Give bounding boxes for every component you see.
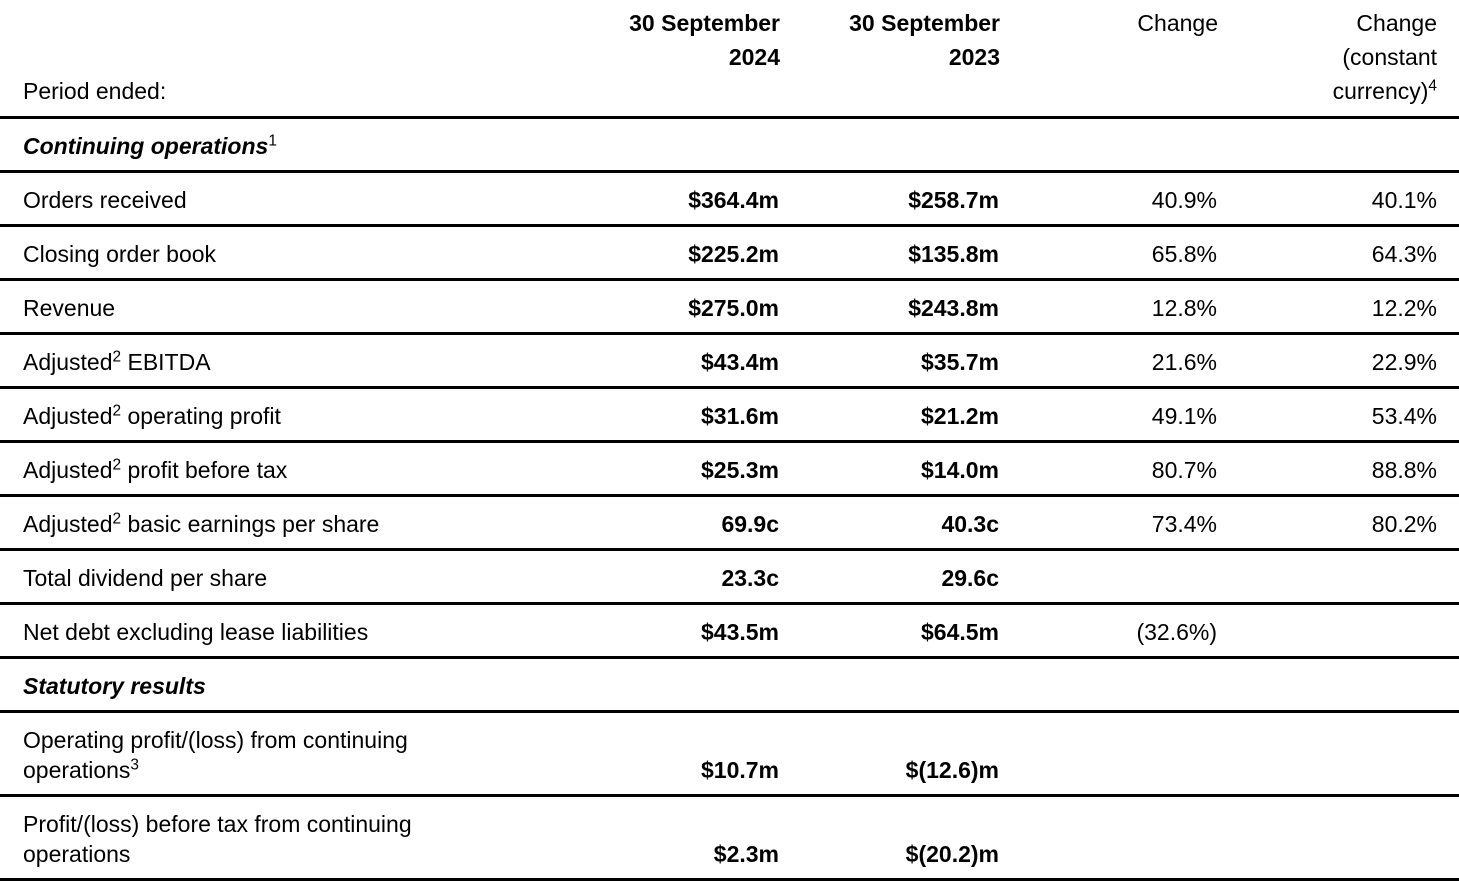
section-row-statutory-results: Statutory results (0, 657, 1459, 713)
change-value: 12.8% (1000, 279, 1218, 335)
row-label: Orders received (0, 171, 560, 227)
footnote-marker: 3 (130, 756, 139, 774)
footnote-marker: 2 (112, 402, 122, 420)
footnote-marker: 4 (1428, 77, 1437, 95)
value-2023: 40.3c (780, 495, 1000, 551)
change-constant-currency-value (1218, 795, 1459, 881)
change-constant-currency-value: 88.8% (1218, 441, 1459, 497)
value-2023: $243.8m (780, 279, 1000, 335)
value-2023: 29.6c (780, 549, 1000, 605)
value-2023: $35.7m (780, 333, 1000, 389)
row-label: Adjusted2 profit before tax (0, 441, 560, 497)
value-2024: $31.6m (560, 387, 780, 443)
table-row-adjusted-operating-profit: Adjusted2 operating profit $31.6m $21.2m… (0, 387, 1459, 443)
row-label: Total dividend per share (0, 549, 560, 605)
change-value: 65.8% (1000, 225, 1218, 281)
change-constant-currency-value: 12.2% (1218, 279, 1459, 335)
column-header-change-label: Change (1137, 10, 1218, 36)
value-2024: $225.2m (560, 225, 780, 281)
change-value (1000, 711, 1218, 797)
table-row-profit-loss-before-tax-continuing: Profit/(loss) before tax from continuing… (0, 795, 1459, 881)
change-constant-currency-value: 22.9% (1218, 333, 1459, 389)
value-2023: $14.0m (780, 441, 1000, 497)
row-label: Revenue (0, 279, 560, 335)
value-2023: $258.7m (780, 171, 1000, 227)
column-header-change-constant-currency: Change (constant currency)4 (1218, 0, 1459, 119)
change-value (1000, 795, 1218, 881)
table-row-orders-received: Orders received $364.4m $258.7m 40.9% 40… (0, 171, 1459, 227)
change-value: 21.6% (1000, 333, 1218, 389)
change-constant-currency-value: 40.1% (1218, 171, 1459, 227)
value-2024: $2.3m (560, 795, 780, 881)
change-constant-currency-value (1218, 711, 1459, 797)
table-row-revenue: Revenue $275.0m $243.8m 12.8% 12.2% (0, 279, 1459, 335)
value-2024: 69.9c (560, 495, 780, 551)
row-label: Profit/(loss) before tax from continuing… (0, 795, 560, 881)
row-label: Adjusted2 basic earnings per share (0, 495, 560, 551)
table-row-adjusted-profit-before-tax: Adjusted2 profit before tax $25.3m $14.0… (0, 441, 1459, 497)
value-2023: $64.5m (780, 603, 1000, 659)
change-value: 49.1% (1000, 387, 1218, 443)
value-2023: $135.8m (780, 225, 1000, 281)
header-row: Period ended: 30 September 2024 30 Septe… (0, 0, 1459, 119)
change-value: 73.4% (1000, 495, 1218, 551)
change-value (1000, 549, 1218, 605)
row-label: Net debt excluding lease liabilities (0, 603, 560, 659)
section-heading: Statutory results (0, 657, 1459, 713)
value-2023: $(20.2)m (780, 795, 1000, 881)
column-header-2023: 30 September 2023 (780, 0, 1000, 119)
row-label: Adjusted2 operating profit (0, 387, 560, 443)
row-label: Closing order book (0, 225, 560, 281)
column-header-2023-label: 30 September 2023 (849, 10, 1000, 70)
row-label: Operating profit/(loss) from continuing … (0, 711, 560, 797)
value-2024: $10.7m (560, 711, 780, 797)
footnote-marker: 2 (112, 456, 122, 474)
table-row-adjusted-basic-eps: Adjusted2 basic earnings per share 69.9c… (0, 495, 1459, 551)
footnote-marker: 1 (268, 132, 277, 150)
change-value: 80.7% (1000, 441, 1218, 497)
column-header-change: Change (1000, 0, 1218, 119)
footnote-marker: 2 (112, 510, 122, 528)
value-2023: $(12.6)m (780, 711, 1000, 797)
column-header-2024-label: 30 September 2024 (629, 10, 780, 70)
table-row-closing-order-book: Closing order book $225.2m $135.8m 65.8%… (0, 225, 1459, 281)
section-row-continuing-operations: Continuing operations1 (0, 117, 1459, 173)
column-header-change-cc-label: Change (constant currency) (1332, 10, 1437, 104)
value-2024: $275.0m (560, 279, 780, 335)
footnote-marker: 2 (112, 348, 122, 366)
change-value: (32.6%) (1000, 603, 1218, 659)
change-constant-currency-value (1218, 603, 1459, 659)
section-heading: Continuing operations1 (0, 117, 1459, 173)
value-2024: $43.4m (560, 333, 780, 389)
value-2024: 23.3c (560, 549, 780, 605)
change-constant-currency-value: 80.2% (1218, 495, 1459, 551)
value-2023: $21.2m (780, 387, 1000, 443)
table-row-operating-profit-loss-continuing: Operating profit/(loss) from continuing … (0, 711, 1459, 797)
value-2024: $43.5m (560, 603, 780, 659)
value-2024: $25.3m (560, 441, 780, 497)
period-ended-label: Period ended: (0, 0, 560, 119)
row-label: Adjusted2 EBITDA (0, 333, 560, 389)
table-row-total-dividend-per-share: Total dividend per share 23.3c 29.6c (0, 549, 1459, 605)
change-value: 40.9% (1000, 171, 1218, 227)
value-2024: $364.4m (560, 171, 780, 227)
table-row-net-debt: Net debt excluding lease liabilities $43… (0, 603, 1459, 659)
change-constant-currency-value: 53.4% (1218, 387, 1459, 443)
table-row-adjusted-ebitda: Adjusted2 EBITDA $43.4m $35.7m 21.6% 22.… (0, 333, 1459, 389)
column-header-2024: 30 September 2024 (560, 0, 780, 119)
change-constant-currency-value (1218, 549, 1459, 605)
change-constant-currency-value: 64.3% (1218, 225, 1459, 281)
